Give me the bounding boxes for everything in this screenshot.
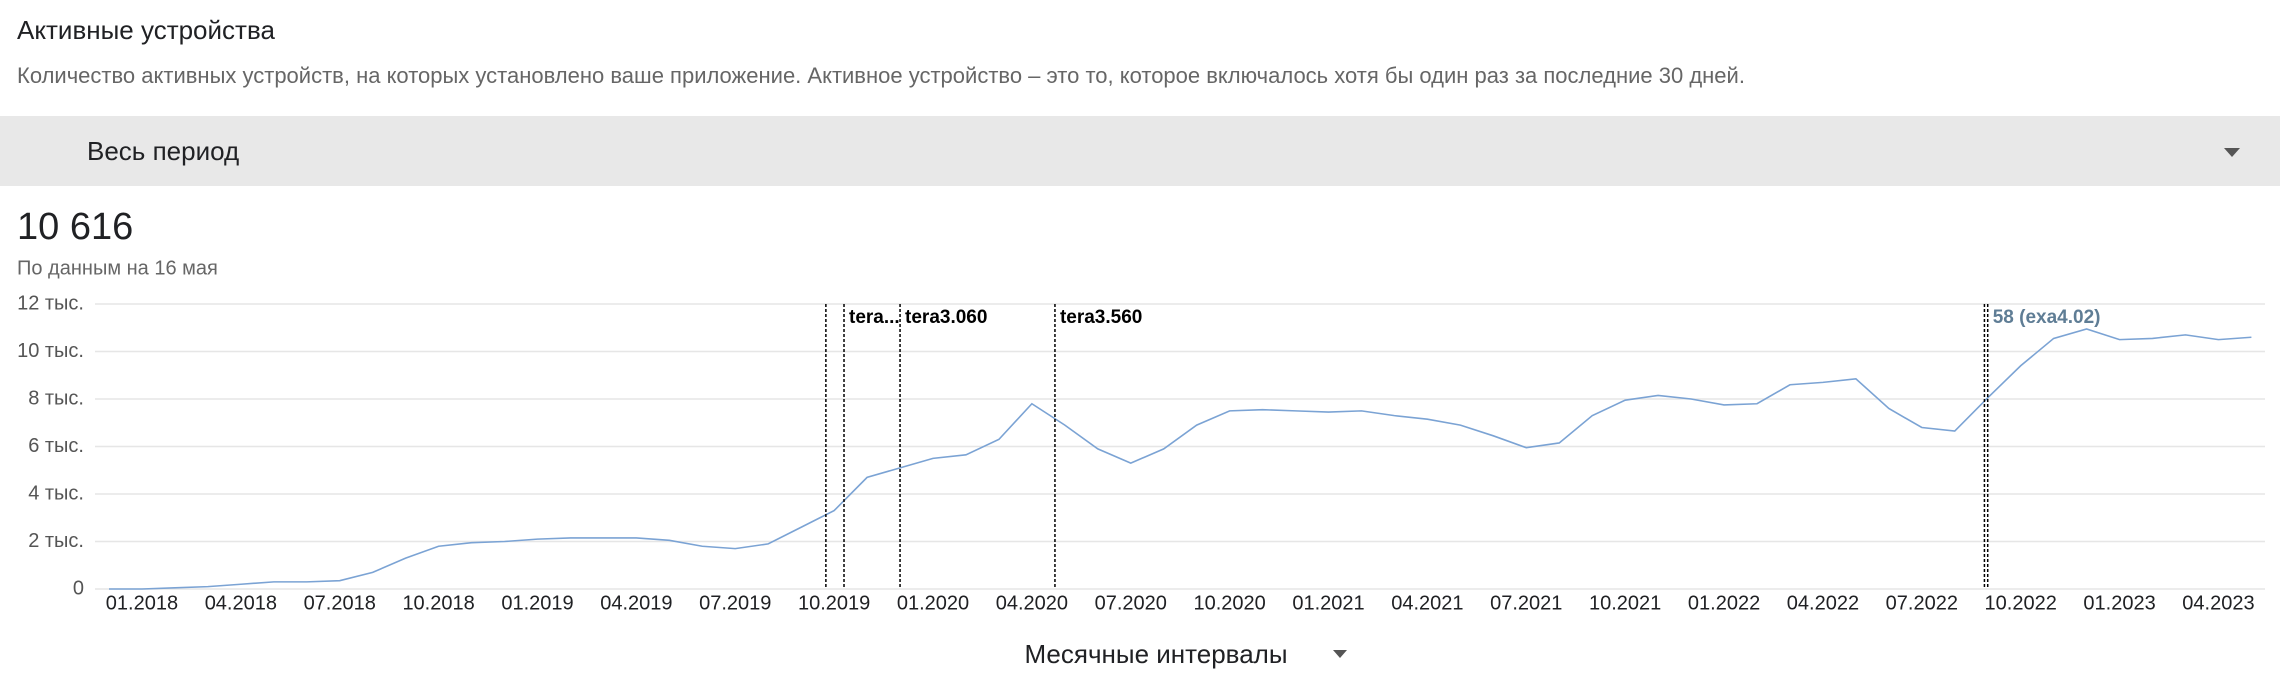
title: Активные устройства	[17, 15, 275, 45]
summary-value: 10 616	[17, 206, 133, 248]
annotation-label: tera3.560	[1060, 307, 1142, 328]
interval-arrow[interactable]	[1333, 650, 1347, 658]
x-tick-label: 10.2018	[402, 592, 474, 614]
x-tick-label: 04.2022	[1787, 592, 1859, 614]
x-tick-label: 07.2021	[1490, 592, 1562, 614]
x-tick-label: 01.2023	[2083, 592, 2155, 614]
x-tick-label: 10.2022	[1985, 592, 2057, 614]
x-tick-label: 04.2020	[996, 592, 1068, 614]
y-tick-label: 10 тыс.	[17, 340, 84, 362]
x-tick-label: 04.2021	[1391, 592, 1463, 614]
period-dropdown[interactable]	[0, 116, 2280, 186]
x-tick-label: 01.2022	[1688, 592, 1760, 614]
y-tick-label: 6 тыс.	[28, 435, 84, 457]
x-tick-label: 07.2019	[699, 592, 771, 614]
x-tick-label: 01.2021	[1292, 592, 1364, 614]
y-tick-label: 0	[73, 577, 84, 599]
x-tick-label: 01.2018	[106, 592, 178, 614]
x-tick-label: 01.2020	[897, 592, 969, 614]
x-tick-label: 01.2019	[501, 592, 573, 614]
x-tick-label: 04.2018	[205, 592, 277, 614]
dropdown-arrow[interactable]	[2224, 148, 2240, 157]
x-tick-label: 04.2019	[600, 592, 672, 614]
annotation-label: tera3.060	[905, 307, 987, 328]
x-tick-label: 04.2023	[2182, 592, 2254, 614]
period-label[interactable]: Весь период	[87, 136, 239, 166]
y-tick-label: 12 тыс.	[17, 292, 84, 314]
annotation-label: tera...	[849, 307, 900, 328]
x-tick-label: 10.2019	[798, 592, 870, 614]
x-tick-label: 07.2018	[304, 592, 376, 614]
x-tick-label: 07.2020	[1095, 592, 1167, 614]
y-tick-label: 2 тыс.	[28, 530, 84, 552]
annotation-label: 58 (exa4.02)	[1993, 307, 2101, 328]
y-tick-label: 4 тыс.	[28, 482, 84, 504]
x-tick-label: 07.2022	[1886, 592, 1958, 614]
x-tick-label: 10.2021	[1589, 592, 1661, 614]
summary-note: По данным на 16 мая	[17, 257, 218, 279]
description: Количество активных устройств, на которы…	[17, 63, 1745, 88]
x-tick-label: 10.2020	[1193, 592, 1265, 614]
data-line	[109, 328, 2252, 590]
y-tick-label: 8 тыс.	[28, 387, 84, 409]
interval-dropdown[interactable]: Месячные интервалы	[1024, 639, 1287, 669]
